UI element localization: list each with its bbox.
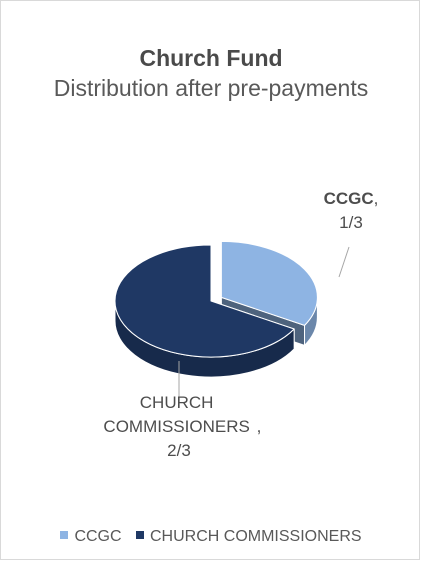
data-label-church-commissioners-value: 2/3 <box>167 441 191 460</box>
leader-line-ccgc <box>338 246 350 278</box>
legend-label-church-commissioners: CHURCH COMMISSIONERS <box>150 528 362 545</box>
data-label-ccgc-category: CCGC <box>323 189 374 208</box>
data-label-ccgc-separator: , <box>373 189 379 208</box>
legend-swatch-ccgc <box>60 531 69 539</box>
pie-chart <box>114 240 350 399</box>
legend-swatch-church-commissioners <box>136 531 144 539</box>
data-label-church-commissioners: CHURCH COMMISSIONERS, 2/3 <box>69 391 289 463</box>
data-label-church-commissioners-separator: , <box>256 417 262 436</box>
data-label-church-commissioners-category: CHURCH COMMISSIONERS <box>103 393 250 436</box>
legend-item-church-commissioners: CHURCH COMMISSIONERS <box>136 528 362 546</box>
chart-subtitle: Distribution after pre-payments <box>53 75 369 101</box>
chart-area: Church Fund Distribution after pre-payme… <box>0 0 420 560</box>
pie-slice-ccgc <box>220 240 318 326</box>
chart-title-block: Church Fund Distribution after pre-payme… <box>1 43 421 104</box>
pie-slice-church-commissioners <box>114 244 295 358</box>
chart-title: Church Fund <box>139 45 283 71</box>
data-label-ccgc: CCGC, 1/3 <box>301 187 401 235</box>
data-label-ccgc-value: 1/3 <box>339 213 363 232</box>
legend-label-ccgc: CCGC <box>74 528 122 545</box>
legend-item-ccgc: CCGC <box>60 528 122 546</box>
legend: CCGC CHURCH COMMISSIONERS <box>1 528 421 546</box>
